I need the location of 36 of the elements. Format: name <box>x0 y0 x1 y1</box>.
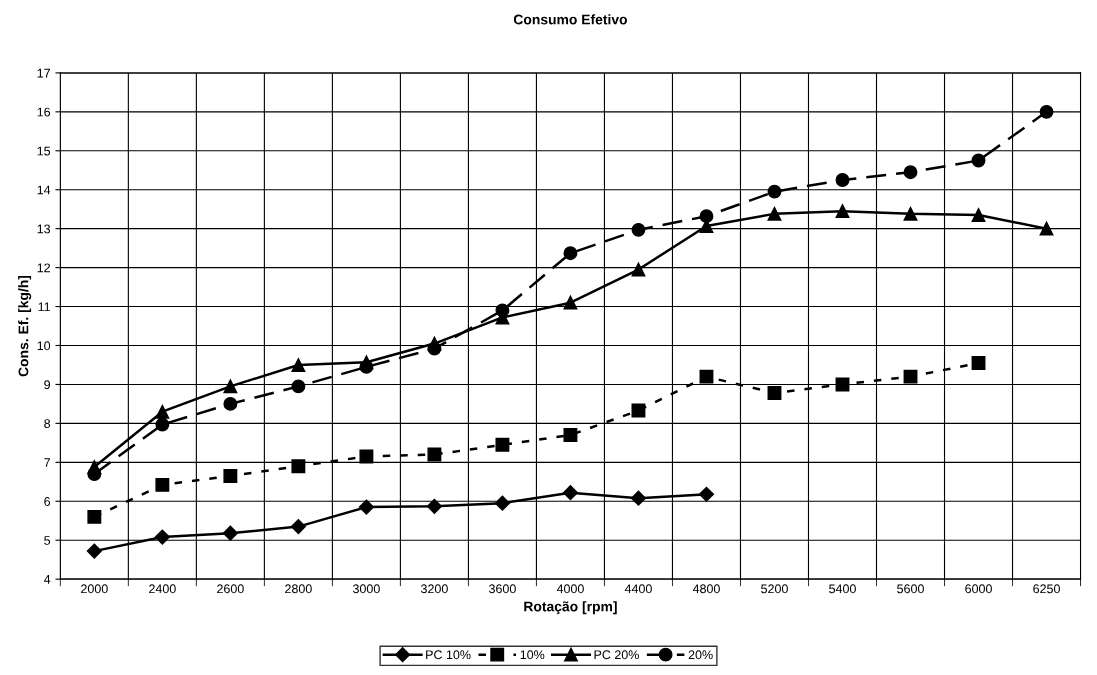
x-tick-label: 5200 <box>761 584 788 594</box>
y-tick-label: 12 <box>37 263 50 273</box>
y-tick-label: 9 <box>44 380 51 390</box>
x-tick-label: 4000 <box>556 584 584 594</box>
x-tick-label: 5400 <box>829 584 856 594</box>
y-tick-label: 6 <box>44 497 51 506</box>
y-tick-label: 15 <box>37 146 51 156</box>
y-tick-label: 5 <box>44 536 51 545</box>
x-axis-title: Rotação [rpm] <box>524 601 617 615</box>
y-tick-label: 16 <box>37 107 51 117</box>
y-tick-label: 11 <box>38 302 50 312</box>
y-tick-label: 10 <box>37 341 51 351</box>
y-tick-label: 4 <box>43 575 51 584</box>
y-tick-label: 7 <box>44 458 50 467</box>
y-tick-label: 14 <box>37 185 51 195</box>
x-tick-label: 2000 <box>81 584 108 594</box>
y-tick-label: 17 <box>37 68 50 78</box>
x-tick-label: 2400 <box>149 584 176 594</box>
legend-label: 20% <box>688 650 713 660</box>
x-tick-label: 6000 <box>965 584 992 594</box>
legend-label: 10% <box>520 650 545 660</box>
legend-label: PC 10% <box>426 650 471 660</box>
y-axis-title: Cons. Ef. [kg/h] <box>18 275 32 377</box>
x-tick-label: 4800 <box>692 584 720 594</box>
x-tick-label: 5600 <box>897 584 924 594</box>
x-tick-label: 3200 <box>420 584 448 594</box>
x-tick-label: 4400 <box>624 584 652 594</box>
x-tick-label: 2800 <box>285 584 312 594</box>
x-tick-label: 2600 <box>217 584 244 594</box>
chart-title: Consumo Efetivo <box>513 14 627 25</box>
x-tick-label: 3000 <box>352 584 380 594</box>
y-tick-label: 8 <box>44 419 51 429</box>
legend-label: PC 20% <box>594 650 639 660</box>
x-tick-label: 3600 <box>489 584 516 594</box>
x-tick-label: 6250 <box>1033 584 1060 594</box>
y-tick-label: 13 <box>37 224 51 234</box>
